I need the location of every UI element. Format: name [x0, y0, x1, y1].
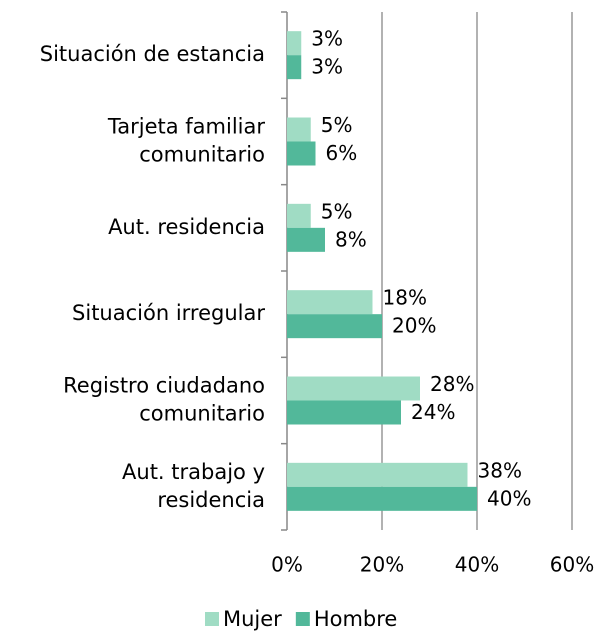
y-tick-label: Situación irregular	[72, 301, 265, 325]
label-line: comunitario	[139, 143, 265, 167]
bar	[287, 31, 302, 56]
value-label: 6%	[326, 141, 358, 165]
value-label: 24%	[411, 400, 455, 424]
bar	[287, 290, 373, 315]
value-label: 28%	[430, 372, 474, 396]
bar	[287, 117, 311, 142]
value-label: 3%	[311, 55, 343, 79]
bar	[287, 462, 468, 487]
bar	[287, 314, 382, 339]
y-tick-label: Registro ciudadano comunitario	[63, 374, 265, 426]
x-tick-label: 20%	[360, 553, 404, 577]
value-label: 38%	[478, 458, 522, 482]
bar	[287, 486, 477, 511]
value-label: 5%	[321, 113, 353, 137]
label-line: Registro ciudadano	[63, 374, 265, 398]
bar	[287, 400, 401, 425]
y-tick-label: Situación de estancia	[40, 42, 265, 66]
value-label: 18%	[383, 286, 427, 310]
label-line: Aut. trabajo y	[122, 460, 265, 484]
value-label: 5%	[321, 199, 353, 223]
x-tick-label: 60%	[550, 553, 594, 577]
label-line: comunitario	[139, 402, 265, 426]
legend-swatch	[205, 612, 219, 626]
y-tick-label: Aut. residencia	[108, 215, 265, 239]
x-tick-label: 40%	[455, 553, 499, 577]
value-label: 3%	[311, 27, 343, 51]
x-tick-label: 0%	[271, 553, 303, 577]
bar	[287, 203, 311, 228]
y-tick-label: Tarjeta familiar comunitario	[107, 115, 265, 167]
bar	[287, 141, 316, 166]
value-label: 40%	[487, 486, 531, 510]
legend-label: Hombre	[314, 607, 398, 631]
label-line: Tarjeta familiar	[107, 115, 265, 139]
bar	[287, 227, 325, 252]
value-label: 8%	[335, 227, 367, 251]
bar	[287, 55, 302, 80]
legend-label: Mujer	[223, 607, 282, 631]
bar	[287, 376, 420, 401]
value-label: 20%	[392, 314, 436, 338]
legend-swatch	[295, 612, 310, 626]
y-tick-label: Aut. trabajo y residencia	[122, 460, 265, 512]
label-line: residencia	[157, 488, 265, 512]
